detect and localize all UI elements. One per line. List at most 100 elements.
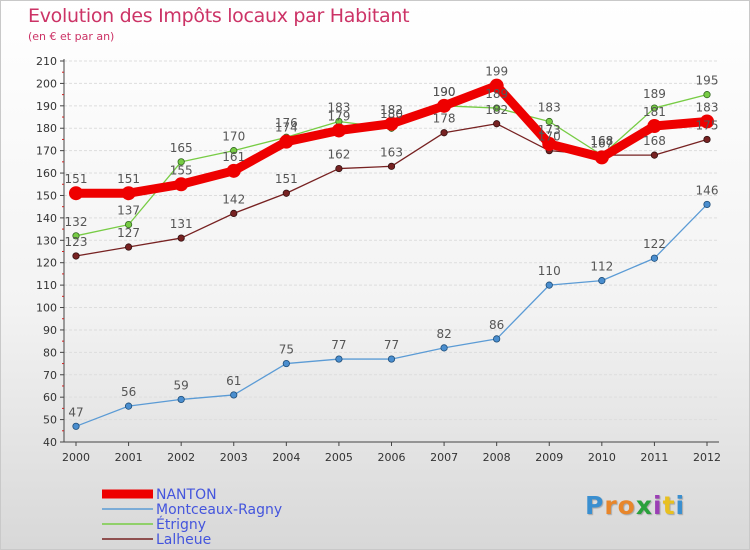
- data-point: [226, 163, 241, 178]
- y-tick-label: 110: [36, 279, 57, 292]
- data-point: [545, 281, 553, 289]
- data-point: [177, 234, 185, 242]
- y-tick-label: 80: [43, 346, 57, 359]
- y-tick-label: 140: [36, 212, 57, 225]
- x-tick-label: 2002: [167, 451, 195, 464]
- data-label: 189: [643, 87, 666, 101]
- data-label: 168: [590, 134, 613, 148]
- data-label: 165: [170, 141, 193, 155]
- data-point: [598, 277, 606, 285]
- data-label: 137: [117, 204, 140, 218]
- data-point: [282, 189, 290, 197]
- data-point: [331, 123, 346, 138]
- data-label: 180: [380, 107, 403, 121]
- data-label: 178: [433, 112, 456, 126]
- data-point: [703, 91, 711, 99]
- data-label: 59: [174, 378, 189, 392]
- data-label: 175: [696, 118, 719, 132]
- y-tick-label: 40: [43, 436, 57, 449]
- logo-letter: r: [604, 491, 618, 520]
- data-label: 181: [643, 105, 666, 119]
- legend-label-1: Montceaux-Ragny: [156, 502, 282, 518]
- data-label: 77: [384, 338, 399, 352]
- logo-letter: i: [653, 491, 663, 520]
- data-point: [440, 344, 448, 352]
- data-point: [545, 117, 553, 126]
- data-label: 75: [279, 343, 294, 357]
- data-label: 183: [538, 101, 561, 115]
- chart-title: Evolution des Impôts locaux par Habitant: [28, 5, 410, 27]
- series-line-1: [75, 203, 708, 427]
- data-point: [650, 104, 659, 112]
- data-label: 112: [590, 260, 613, 274]
- data-point: [493, 104, 501, 112]
- data-label: 182: [485, 103, 508, 117]
- y-tick-label: 210: [36, 55, 57, 68]
- x-tick-label: 2007: [430, 451, 458, 464]
- data-label: 189: [485, 87, 508, 101]
- x-tick-label: 2012: [693, 451, 721, 464]
- data-point: [124, 402, 133, 410]
- data-point: [335, 164, 343, 173]
- data-label: 179: [327, 109, 350, 123]
- data-point: [177, 158, 185, 166]
- chart-subtitle: (en € et par an): [28, 30, 115, 43]
- data-point: [440, 129, 448, 137]
- data-point: [542, 136, 557, 151]
- y-tick-label: 100: [36, 302, 57, 315]
- x-tick-label: 2003: [220, 451, 248, 464]
- y-tick-label: 60: [43, 391, 57, 404]
- data-label: 132: [65, 215, 88, 229]
- data-label: 123: [65, 235, 88, 249]
- legend-label-2: Étrigny: [156, 516, 206, 533]
- data-label: 183: [696, 101, 719, 115]
- data-label: 174: [275, 121, 298, 135]
- data-point: [384, 116, 399, 131]
- x-tick-label: 2001: [115, 451, 143, 464]
- data-label: 146: [696, 183, 719, 197]
- x-tick-label: 2005: [325, 451, 353, 464]
- x-tick-label: 2008: [483, 451, 511, 464]
- data-label: 167: [590, 136, 613, 150]
- data-point: [437, 98, 452, 113]
- logo-letter: o: [617, 491, 636, 520]
- data-point: [594, 150, 609, 165]
- data-point: [230, 209, 238, 217]
- y-tick-label: 190: [36, 100, 57, 113]
- data-label: 77: [331, 338, 346, 352]
- data-label: 161: [222, 150, 245, 164]
- y-tick-label: 90: [43, 324, 57, 337]
- data-point: [279, 134, 294, 149]
- data-label: 183: [327, 101, 350, 115]
- data-label: 56: [121, 385, 136, 399]
- data-point: [489, 78, 504, 93]
- data-point: [124, 243, 133, 251]
- proxiti-logo[interactable]: Proxiti: [585, 491, 685, 520]
- data-point: [282, 359, 290, 368]
- x-tick-label: 2000: [62, 451, 90, 464]
- x-tick-label: 2009: [535, 451, 563, 464]
- data-label: 142: [222, 192, 245, 206]
- logo-letter: i: [675, 491, 686, 520]
- data-point: [650, 254, 659, 262]
- logo-letter: P: [585, 491, 605, 520]
- data-label: 151: [275, 172, 298, 186]
- data-point: [700, 114, 714, 129]
- data-label: 176: [275, 116, 298, 130]
- data-point: [230, 147, 238, 155]
- data-point: [493, 120, 501, 128]
- data-label: 195: [696, 74, 719, 88]
- data-label: 170: [538, 130, 561, 144]
- data-point: [647, 118, 662, 133]
- data-point: [703, 200, 711, 209]
- logo-letter: t: [662, 491, 676, 520]
- data-label: 190: [433, 85, 456, 99]
- y-tick-label: 120: [36, 257, 57, 270]
- data-point: [121, 186, 136, 201]
- y-tick-label: 200: [36, 77, 57, 90]
- data-point: [69, 186, 83, 201]
- data-point: [230, 391, 238, 399]
- data-label: 168: [590, 134, 613, 148]
- y-tick-label: 170: [36, 145, 57, 158]
